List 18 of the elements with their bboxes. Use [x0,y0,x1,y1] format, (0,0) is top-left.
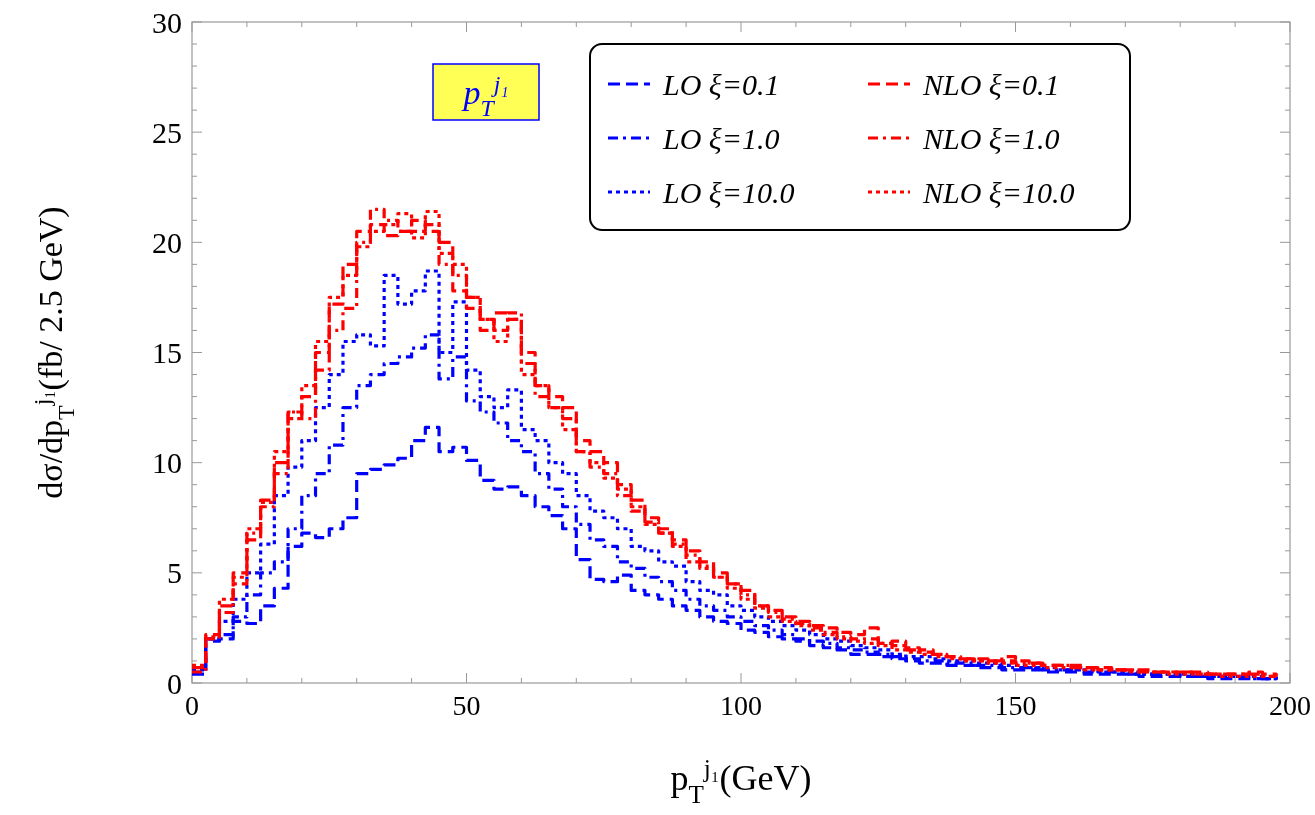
legend-label: LO ξ=10.0 [662,175,795,209]
x-tick-label: 150 [994,690,1037,721]
y-tick-label: 0 [167,666,182,700]
y-tick-label: 25 [152,115,182,149]
x-tick-label: 100 [720,690,762,721]
legend-label: NLO ξ=10.0 [922,175,1075,209]
legend-label: LO ξ=0.1 [662,67,780,101]
y-tick-label: 15 [152,336,182,369]
legend-label: NLO ξ=0.1 [922,67,1060,101]
x-tick-label: 50 [452,690,481,721]
x-axis-title: p$_{T}$$^{j₁}$(GeV) [670,755,812,808]
x-tick-label: 200 [1269,690,1311,721]
legend-label: LO ξ=1.0 [662,121,780,155]
y-tick-label: 5 [167,556,182,590]
y-tick-label: 10 [152,446,182,480]
legend-label: NLO ξ=1.0 [922,121,1060,155]
y-tick-label: 20 [152,225,182,259]
y-tick-label: 30 [152,5,182,39]
